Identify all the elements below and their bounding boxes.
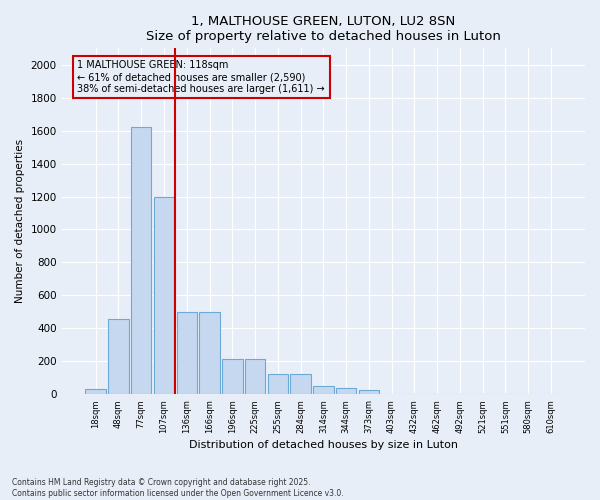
Bar	[245, 359, 265, 394]
Bar	[359, 390, 379, 394]
Bar	[268, 374, 288, 394]
Bar	[85, 390, 106, 394]
Text: 1 MALTHOUSE GREEN: 118sqm
← 61% of detached houses are smaller (2,590)
38% of se: 1 MALTHOUSE GREEN: 118sqm ← 61% of detac…	[77, 60, 325, 94]
Bar	[199, 312, 220, 394]
Y-axis label: Number of detached properties: Number of detached properties	[15, 139, 25, 304]
Bar	[131, 128, 151, 394]
Bar	[222, 359, 242, 394]
Bar	[176, 312, 197, 394]
X-axis label: Distribution of detached houses by size in Luton: Distribution of detached houses by size …	[189, 440, 458, 450]
Bar	[108, 320, 129, 394]
Bar	[313, 386, 334, 394]
Bar	[154, 196, 174, 394]
Bar	[336, 388, 356, 394]
Text: Contains HM Land Registry data © Crown copyright and database right 2025.
Contai: Contains HM Land Registry data © Crown c…	[12, 478, 344, 498]
Bar	[290, 374, 311, 394]
Title: 1, MALTHOUSE GREEN, LUTON, LU2 8SN
Size of property relative to detached houses : 1, MALTHOUSE GREEN, LUTON, LU2 8SN Size …	[146, 15, 501, 43]
